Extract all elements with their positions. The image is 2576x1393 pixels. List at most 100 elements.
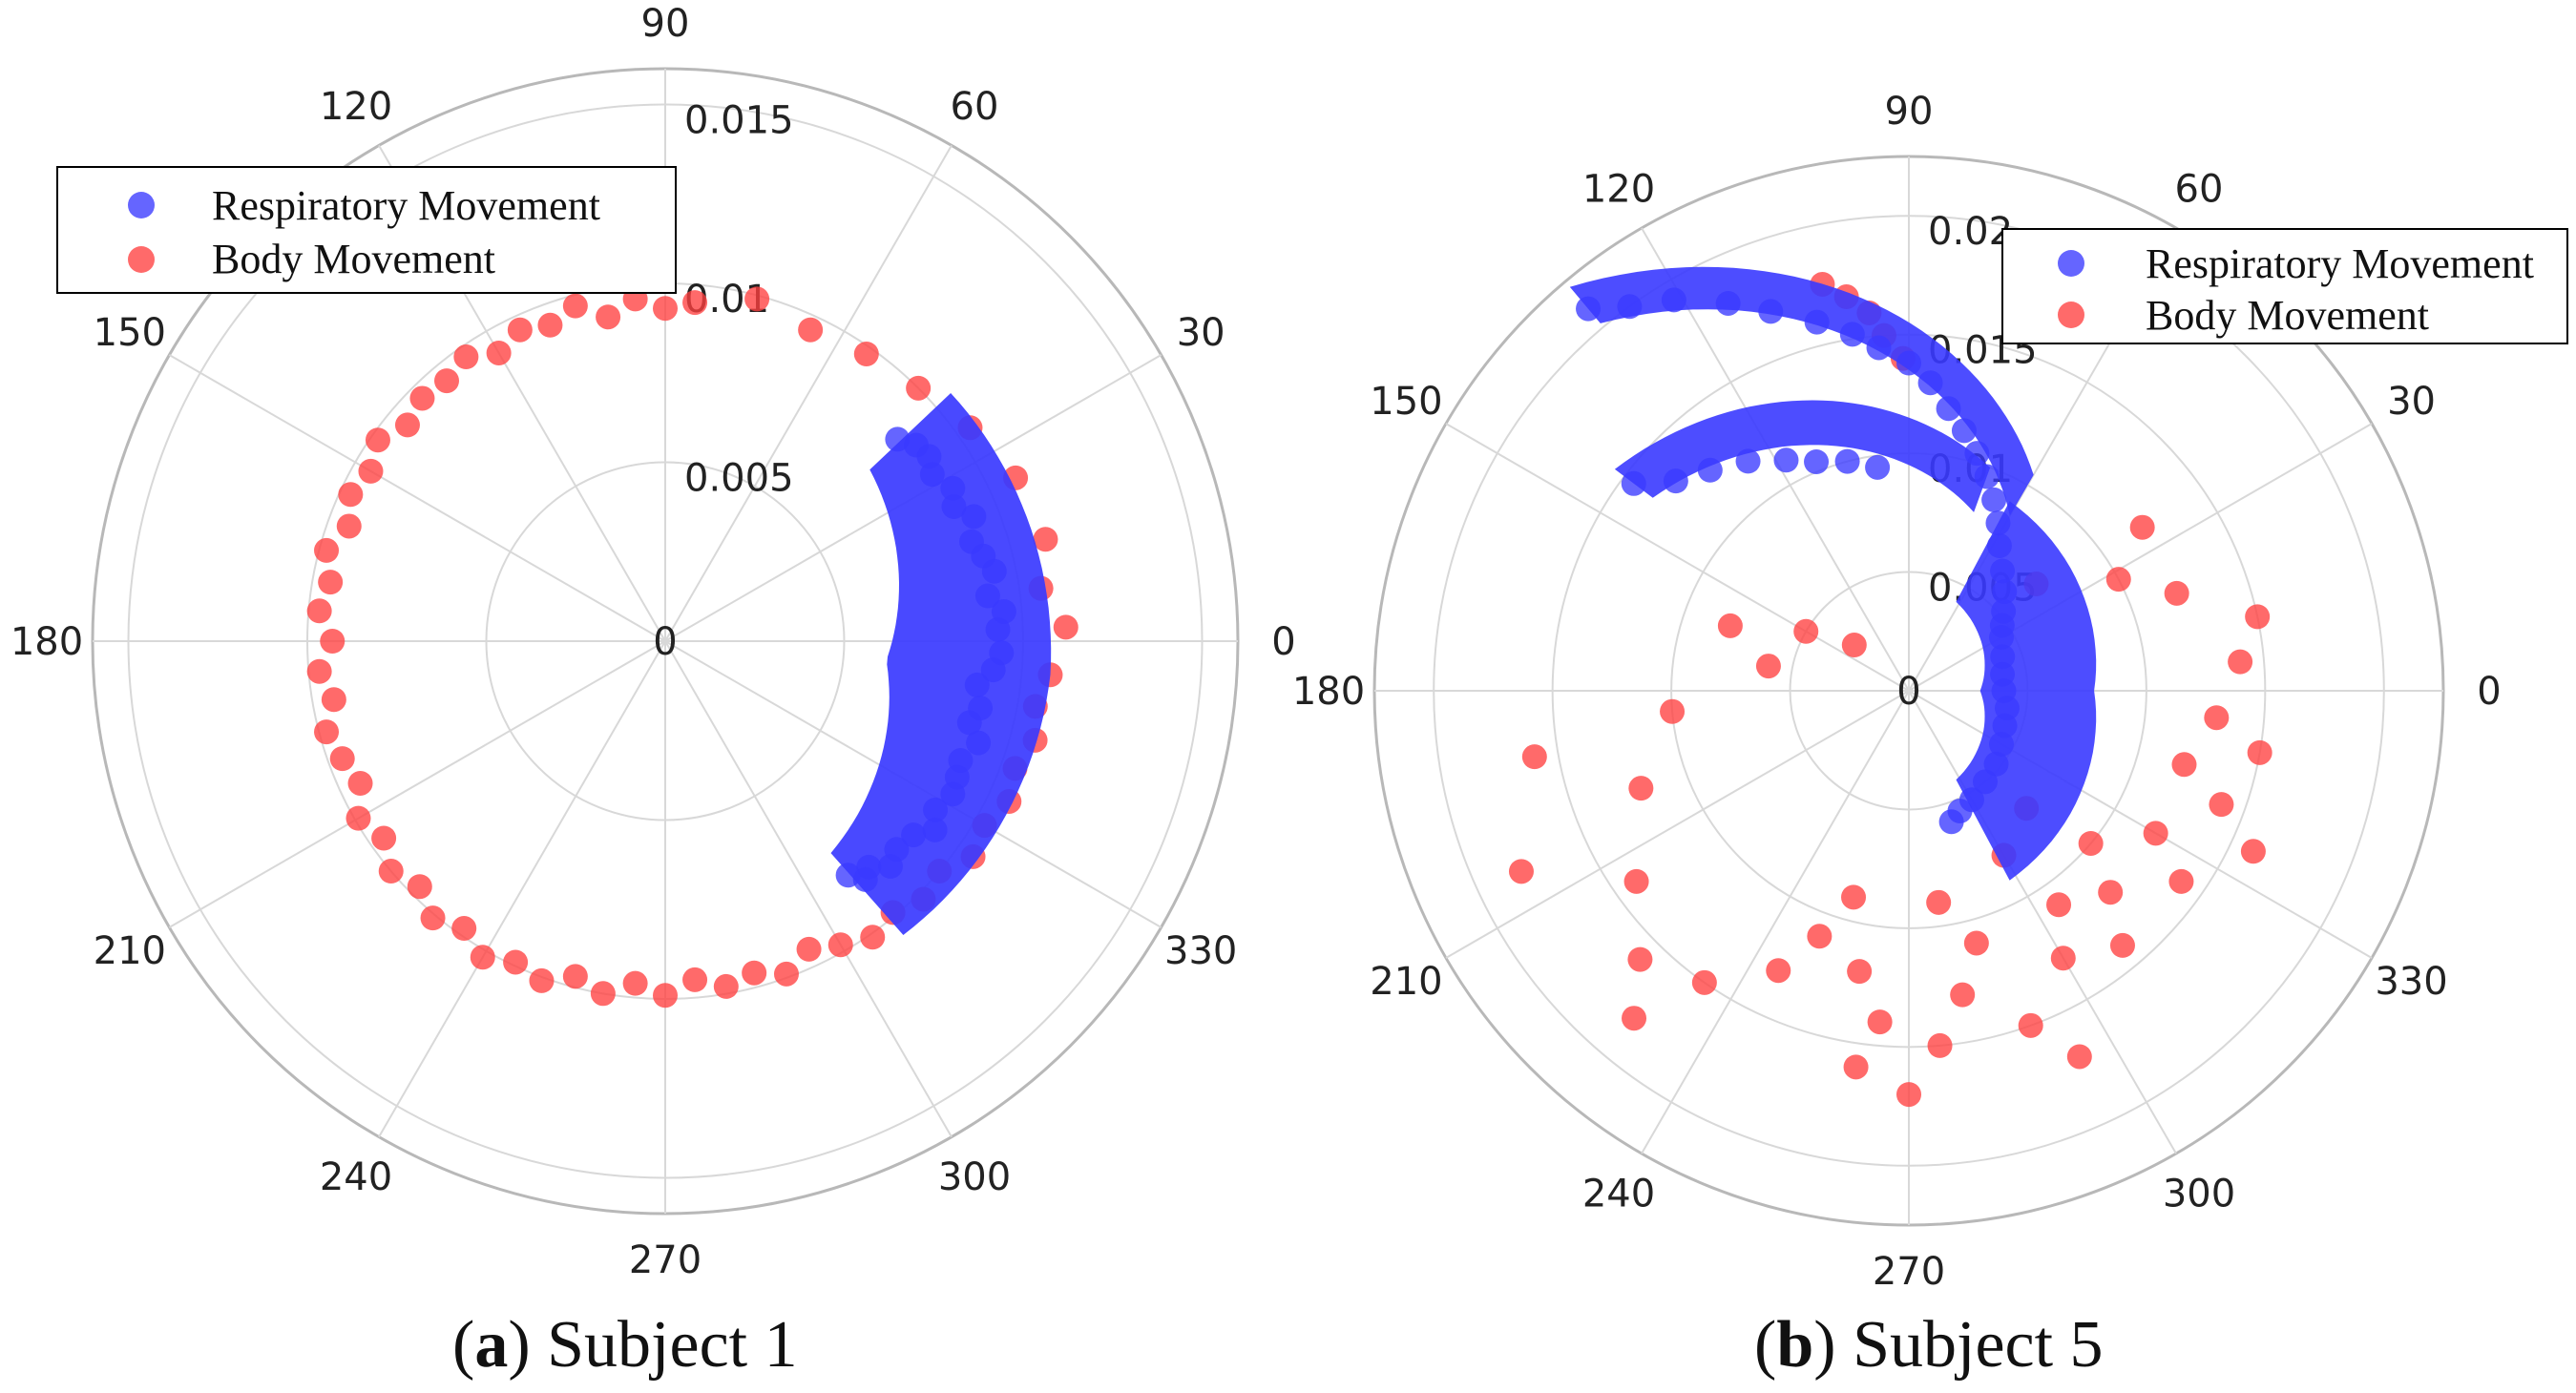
body-point-a-39 (742, 960, 767, 986)
body-point-a-41 (796, 936, 822, 962)
body-point-a-63 (682, 290, 708, 316)
body-point-b-35 (2245, 604, 2271, 630)
body-point-a-4 (537, 312, 563, 338)
body-point-a-13 (338, 482, 364, 508)
body-point-a-2 (596, 304, 621, 330)
angular-gridline-b-5 (1445, 423, 1910, 692)
angular-gridline-a-10 (664, 640, 953, 1138)
body-point-b-16 (1896, 1082, 1921, 1108)
body-point-b-41 (1793, 618, 1819, 644)
body-point-b-17 (1927, 1032, 1953, 1058)
body-point-b-46 (1843, 1054, 1869, 1080)
body-point-b-8 (1623, 868, 1649, 894)
body-point-a-15 (314, 537, 340, 563)
angular-tick-label-b-10: 300 (2163, 1173, 2235, 1216)
legend-marker-body-b (2058, 301, 2084, 328)
body-point-a-22 (329, 746, 355, 772)
radial-tick-label-a-1: 0.005 (684, 457, 794, 501)
body-point-b-38 (2129, 514, 2155, 540)
body-point-b-10 (1691, 969, 1717, 995)
body-point-a-0 (653, 296, 678, 322)
angular-tick-label-a-5: 150 (94, 311, 166, 355)
body-point-a-23 (347, 770, 373, 796)
body-point-a-28 (420, 905, 446, 931)
respiratory-point-b-32 (1938, 809, 1964, 835)
respiratory-point-b-36 (1735, 448, 1761, 474)
body-point-b-34 (2228, 649, 2253, 675)
body-point-b-19 (1963, 930, 1989, 956)
angular-tick-label-b-11: 330 (2375, 960, 2447, 1004)
body-point-a-5 (507, 317, 533, 343)
body-point-b-26 (2078, 830, 2104, 856)
body-point-b-9 (1627, 946, 1653, 972)
body-point-a-35 (622, 970, 648, 996)
body-point-a-26 (378, 859, 404, 884)
angular-tick-label-a-3: 90 (641, 2, 690, 46)
body-point-a-7 (453, 344, 479, 370)
angular-tick-label-a-6: 180 (10, 620, 83, 664)
legend-label-body-a: Body Movement (212, 236, 495, 282)
scatter-points-b (1508, 266, 2272, 1108)
angular-tick-label-a-1: 30 (1177, 311, 1225, 355)
legend-label-body-b: Body Movement (2146, 292, 2429, 339)
body-point-a-3 (562, 293, 588, 319)
caption-a: (a) Subject 1 (452, 1308, 798, 1382)
body-point-b-42 (1841, 633, 1867, 658)
angular-tick-label-a-11: 330 (1164, 929, 1237, 973)
body-point-b-45 (1622, 1006, 1647, 1031)
body-point-a-21 (314, 719, 340, 745)
angular-gridline-a-8 (378, 640, 666, 1138)
radial-tick-label-b-4: 0.02 (1928, 210, 2013, 254)
body-point-a-10 (394, 412, 420, 438)
body-point-a-43 (860, 925, 886, 950)
body-point-b-12 (1807, 924, 1833, 949)
body-point-a-11 (365, 427, 390, 453)
body-point-b-29 (2240, 839, 2266, 864)
angular-tick-label-b-7: 210 (1370, 960, 1442, 1004)
respiratory-density-band-b-1 (1614, 400, 1991, 512)
body-point-a-36 (653, 983, 678, 1008)
body-point-b-15 (1867, 1009, 1893, 1035)
body-point-a-32 (529, 967, 555, 993)
body-point-a-29 (451, 916, 477, 942)
body-point-a-42 (827, 932, 853, 958)
legend-b: Respiratory Movement Body Movement (2001, 228, 2568, 344)
radial-tick-label-b-0: 0 (1896, 670, 1920, 714)
body-point-b-22 (2050, 946, 2076, 971)
angular-tick-label-b-6: 180 (1292, 670, 1365, 714)
body-point-a-9 (409, 385, 435, 411)
body-point-a-30 (470, 945, 495, 970)
body-point-a-56 (1033, 527, 1058, 552)
body-point-b-40 (1717, 613, 1743, 638)
angular-tick-label-a-2: 60 (951, 85, 999, 129)
body-point-a-34 (590, 981, 616, 1007)
angular-tick-label-a-0: 0 (1271, 620, 1295, 664)
respiratory-point-b-39 (1834, 448, 1860, 474)
angular-tick-label-a-7: 210 (94, 929, 166, 973)
body-point-b-21 (2066, 1044, 2092, 1070)
angular-gridline-b-8 (1641, 690, 1910, 1154)
body-point-b-11 (1766, 958, 1791, 984)
angular-tick-label-b-0: 0 (2477, 670, 2501, 714)
body-point-a-25 (371, 825, 397, 851)
angular-tick-label-b-8: 240 (1582, 1173, 1655, 1216)
body-point-b-25 (2098, 880, 2124, 905)
legend-marker-respiratory-b (2058, 250, 2084, 277)
body-point-b-6 (1660, 698, 1686, 724)
angular-gridline-b-7 (1445, 690, 1910, 959)
body-point-b-14 (1847, 959, 1873, 985)
respiratory-density-band-b-0 (1569, 266, 2034, 516)
body-point-b-23 (2046, 892, 2072, 918)
body-point-a-38 (713, 973, 739, 999)
respiratory-density-band-a (830, 393, 1052, 935)
respiratory-point-b-37 (1773, 447, 1799, 473)
body-point-a-24 (346, 805, 371, 831)
angular-tick-label-b-4: 120 (1582, 167, 1655, 211)
body-point-a-61 (798, 317, 824, 343)
body-point-b-30 (2209, 792, 2234, 818)
body-point-b-36 (2164, 580, 2189, 606)
radial-tick-label-a-0: 0 (653, 620, 677, 664)
body-point-b-18 (1950, 982, 1976, 1008)
angular-tick-labels-b: 0 30 60 90 120 150 180 210 240 270 300 330 (1292, 90, 2502, 1294)
legend-marker-body-a (128, 246, 155, 273)
